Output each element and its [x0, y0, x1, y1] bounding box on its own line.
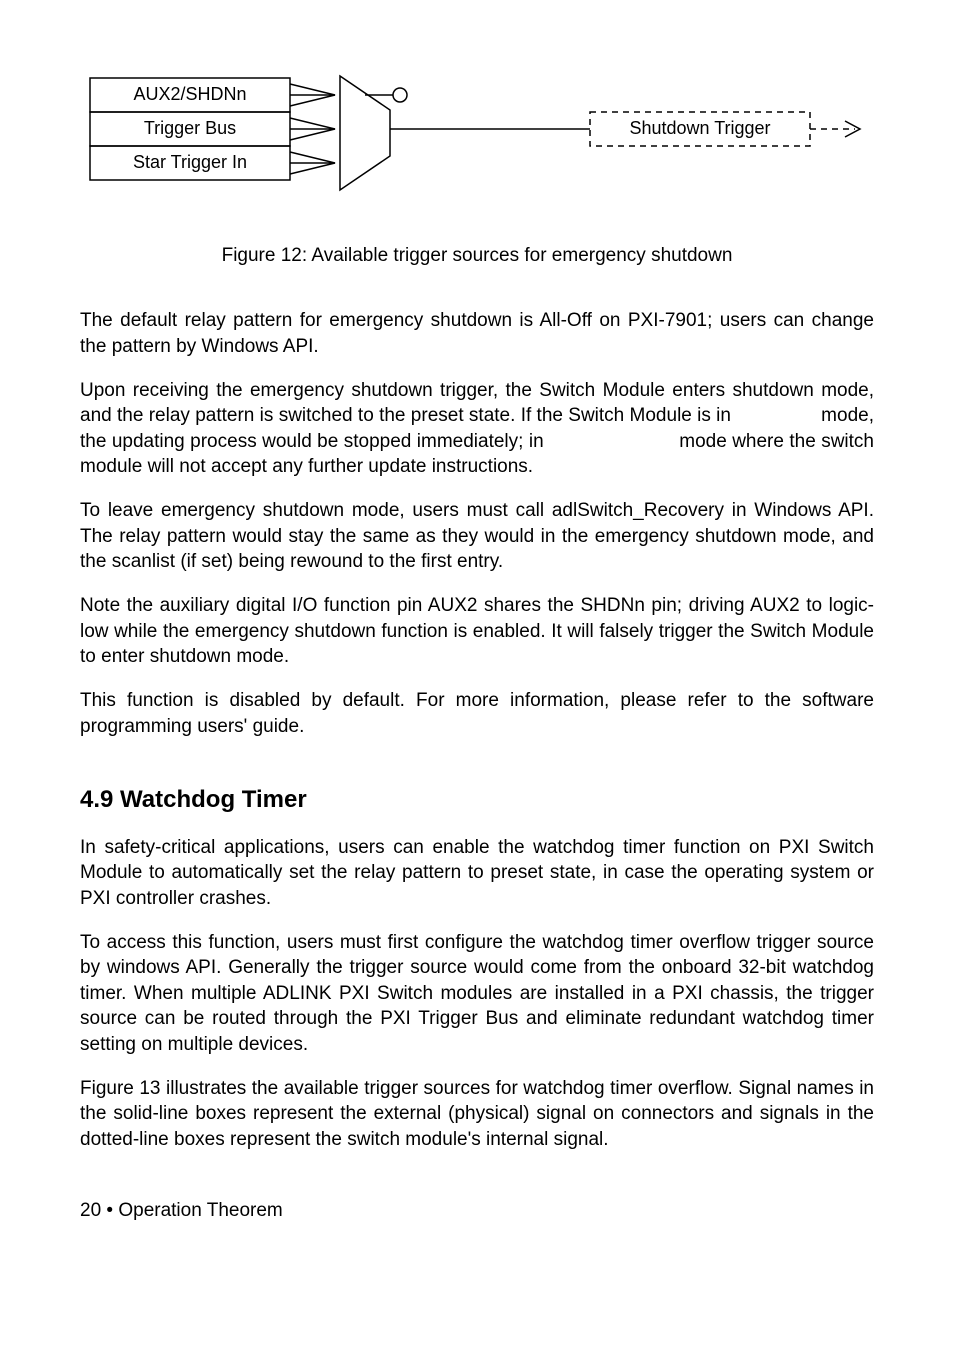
paragraph-3: To leave emergency shutdown mode, users …	[80, 498, 874, 575]
box-aux2-label: AUX2/SHDNn	[133, 84, 246, 104]
box-trigger-bus-label: Trigger Bus	[144, 118, 236, 138]
figure-caption: Figure 12: Available trigger sources for…	[80, 243, 874, 269]
invert-bubble	[393, 88, 407, 102]
trigger-diagram: AUX2/SHDNn Trigger Bus Star Trigger In S…	[80, 70, 874, 218]
box-shutdown-trigger-label: Shutdown Trigger	[629, 118, 770, 138]
mux-shape	[340, 76, 390, 190]
paragraph-5: This function is disabled by default. Fo…	[80, 688, 874, 739]
paragraph-1: The default relay pattern for emergency …	[80, 308, 874, 359]
box-star-trigger-label: Star Trigger In	[133, 152, 247, 172]
paragraph-8: Figure 13 illustrates the available trig…	[80, 1076, 874, 1153]
diagram-svg: AUX2/SHDNn Trigger Bus Star Trigger In S…	[80, 70, 880, 210]
section-heading-watchdog: 4.9 Watchdog Timer	[80, 784, 874, 816]
paragraph-2: Upon receiving the emergency shutdown tr…	[80, 378, 874, 481]
page-footer: 20 • Operation Theorem	[80, 1198, 874, 1224]
paragraph-4: Note the auxiliary digital I/O function …	[80, 593, 874, 670]
paragraph-7: To access this function, users must firs…	[80, 930, 874, 1058]
paragraph-6: In safety-critical applications, users c…	[80, 835, 874, 912]
